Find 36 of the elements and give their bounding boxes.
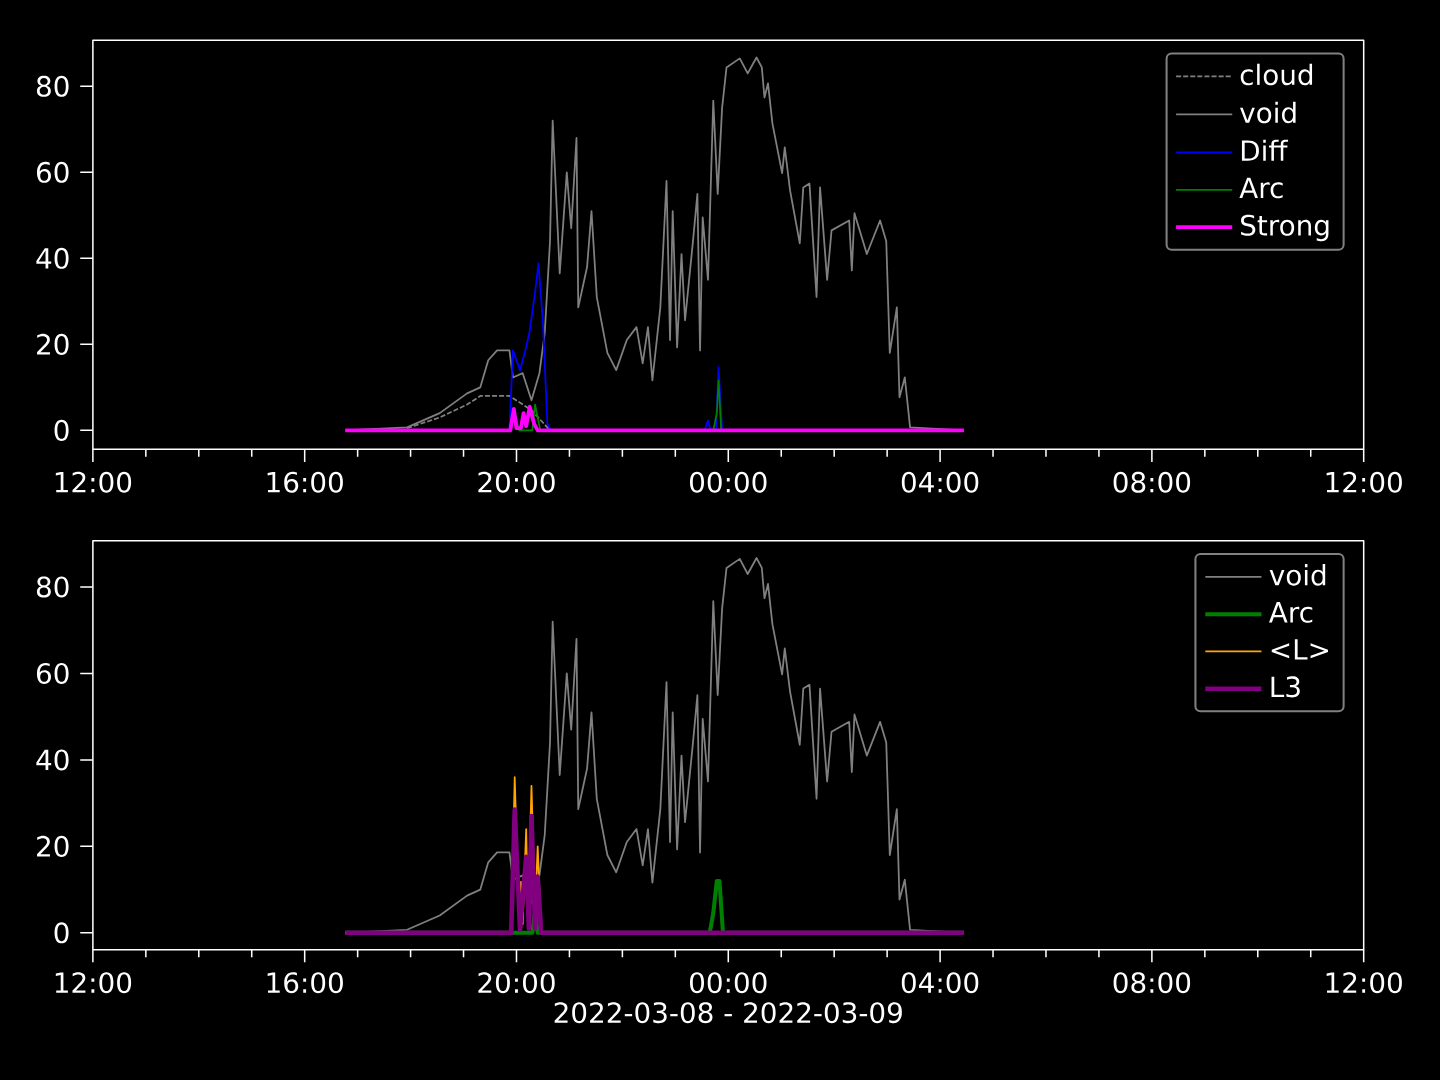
legend-label: Arc xyxy=(1269,602,1313,623)
line-series xyxy=(343,404,966,433)
x-tick-label: 16:00 xyxy=(267,471,343,493)
x-tick-label: 04:00 xyxy=(901,972,979,994)
x-tick-label: 20:00 xyxy=(478,471,555,493)
x-tick-label: 00:00 xyxy=(690,471,767,493)
legend-label: L3 xyxy=(1271,676,1300,698)
legend-label: Strong xyxy=(1241,214,1329,242)
x-tick-label: 08:00 xyxy=(1113,471,1191,493)
x-tick-label: 12:00 xyxy=(55,471,132,493)
legend-label: cloud xyxy=(1240,63,1313,86)
legend-label: void xyxy=(1240,101,1296,124)
legend-label: Diff xyxy=(1241,139,1289,161)
x-tick-label: 12:00 xyxy=(1326,471,1402,493)
y-tick-label: 20 xyxy=(37,835,69,857)
y-tick-label: 0 xyxy=(54,922,69,944)
y-tick-label: 80 xyxy=(36,576,69,598)
x-axis-title: 2022-03-08 - 2022-03-09 xyxy=(554,1002,902,1024)
x-tick-label: 20:00 xyxy=(478,972,555,994)
line-series xyxy=(343,807,967,936)
y-tick-label: 60 xyxy=(36,662,69,684)
x-tick-label: 12:00 xyxy=(55,972,132,994)
y-tick-label: 20 xyxy=(37,333,69,355)
legend-label: Arc xyxy=(1239,177,1283,199)
x-tick-label: 12:00 xyxy=(1326,972,1402,994)
y-tick-label: 0 xyxy=(54,419,69,441)
x-tick-label: 08:00 xyxy=(1113,972,1191,994)
legend-label: <L> xyxy=(1271,639,1328,660)
y-tick-label: 60 xyxy=(36,161,69,183)
x-tick-label: 16:00 xyxy=(267,972,343,994)
y-tick-label: 40 xyxy=(36,749,69,771)
y-tick-label: 40 xyxy=(36,247,69,269)
y-tick-label: 80 xyxy=(36,75,69,97)
legend-label: void xyxy=(1269,564,1326,586)
x-tick-label: 00:00 xyxy=(690,972,767,994)
x-tick-label: 04:00 xyxy=(901,471,979,493)
